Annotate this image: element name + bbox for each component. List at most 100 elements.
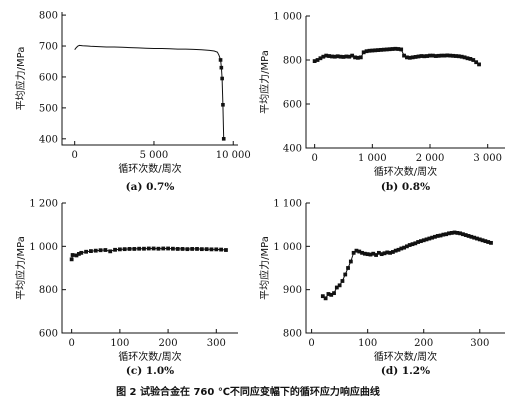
data-point: [367, 48, 372, 53]
x-axis-title: 循环次数/周次: [118, 162, 181, 175]
data-point: [79, 250, 84, 255]
data-point: [360, 250, 364, 255]
x-tick-label: 0: [68, 338, 74, 349]
data-point: [390, 250, 395, 254]
data-point: [344, 54, 349, 59]
y-tick-label: 1 200: [29, 199, 58, 210]
data-point: [402, 53, 406, 58]
data-point: [180, 247, 185, 251]
x-tick-label: 5 000: [140, 150, 169, 161]
y-tick-label: 800: [283, 56, 302, 67]
data-point: [103, 248, 108, 252]
axis-lines: [61, 203, 238, 334]
x-tick-label: 0: [311, 153, 317, 164]
data-point: [219, 65, 224, 70]
data-point: [396, 247, 401, 252]
data-point: [393, 248, 398, 253]
data-point: [318, 56, 323, 61]
data-point: [329, 292, 334, 297]
data-point: [413, 55, 418, 59]
y-tick-label: 1 000: [273, 242, 302, 253]
x-tick-label: 10 000: [216, 150, 251, 161]
data-point: [433, 234, 437, 239]
data-point: [113, 247, 117, 252]
data-point: [166, 246, 170, 251]
data-point: [357, 249, 362, 254]
data-point: [455, 231, 460, 235]
data-point: [361, 50, 366, 55]
panel-caption: (a) 0.7%: [126, 181, 175, 193]
data-point: [449, 231, 454, 235]
data-point: [376, 48, 381, 52]
data-point: [337, 283, 342, 288]
data-point: [190, 247, 195, 251]
x-tick-label: 200: [159, 338, 178, 349]
data-point: [195, 247, 199, 251]
data-point: [108, 249, 113, 254]
data-point: [419, 54, 424, 58]
data-point: [199, 247, 204, 252]
series-line: [74, 44, 225, 139]
y-tick-label: 600: [39, 329, 58, 340]
x-tick-label: 200: [414, 338, 433, 349]
x-tick-label: 100: [110, 338, 129, 349]
panel-caption: (d) 1.2%: [381, 365, 430, 377]
data-point: [376, 250, 381, 255]
data-point: [459, 54, 464, 59]
data-point: [410, 55, 415, 60]
data-point: [456, 54, 461, 59]
data-point: [315, 58, 320, 62]
data-point: [70, 253, 75, 257]
data-point: [347, 54, 352, 59]
y-tick-label: 900: [283, 285, 302, 296]
data-point: [399, 246, 404, 251]
data-point: [340, 279, 345, 283]
x-tick-label: 100: [358, 338, 377, 349]
data-point: [402, 245, 406, 250]
data-point: [422, 54, 427, 59]
data-point: [368, 252, 373, 257]
y-tick-label: 1 100: [273, 199, 302, 210]
data-point: [405, 244, 409, 249]
data-point: [410, 242, 415, 247]
data-point: [127, 247, 132, 251]
data-point: [354, 248, 359, 253]
data-point: [441, 232, 446, 237]
data-point: [448, 53, 453, 58]
data-point: [98, 248, 103, 253]
data-point: [185, 247, 190, 252]
data-point: [362, 251, 367, 256]
data-point: [379, 47, 383, 52]
series-line: [322, 231, 492, 300]
data-point: [433, 54, 438, 58]
x-tick-label: 300: [470, 338, 489, 349]
figure-caption: 图 2 试验合金在 760 ℃不同应变幅下的循环应力响应曲线: [116, 385, 380, 398]
data-point: [416, 240, 421, 244]
y-tick-label: 800: [283, 329, 302, 340]
data-point: [396, 47, 401, 51]
data-point: [89, 249, 93, 253]
axis-lines: [61, 12, 238, 146]
data-point: [475, 236, 479, 241]
y-axis-title: 平均应力/MPa: [258, 236, 271, 300]
data-point: [326, 292, 331, 296]
data-point: [132, 247, 137, 251]
x-tick-label: 300: [207, 338, 226, 349]
axis-lines: [305, 16, 505, 149]
data-point: [430, 235, 435, 240]
data-point: [472, 235, 477, 240]
data-point: [327, 54, 331, 58]
data-point: [334, 285, 339, 290]
data-point: [353, 55, 357, 60]
data-point: [416, 54, 421, 59]
data-point: [442, 53, 447, 58]
data-point: [430, 53, 435, 58]
data-point: [332, 54, 337, 59]
data-point: [146, 246, 151, 251]
data-point: [425, 54, 430, 58]
y-tick-label: 500: [39, 103, 58, 114]
data-point: [117, 247, 122, 252]
data-point: [374, 253, 378, 257]
